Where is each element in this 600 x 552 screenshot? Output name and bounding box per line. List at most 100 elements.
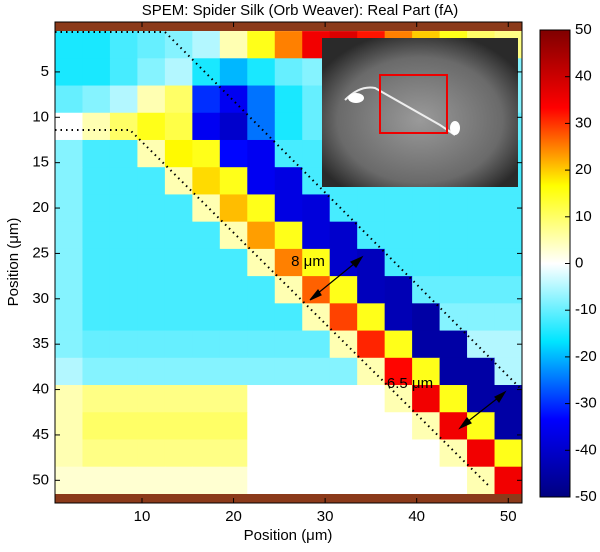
heatmap-cell [274, 31, 303, 59]
dotted-guides [55, 31, 523, 488]
heatmap-cell [109, 357, 138, 386]
heatmap-cell [192, 412, 221, 440]
heatmap-cell [164, 303, 193, 332]
heatmap-cell [302, 357, 331, 386]
heatmap-cell [274, 221, 303, 250]
heatmap-cell [109, 85, 138, 114]
heatmap-cell [164, 139, 193, 168]
heatmap-cell [467, 248, 496, 277]
heatmap-cell [274, 412, 303, 440]
heatmap-cell [164, 466, 193, 495]
heatmap-cell [82, 221, 111, 250]
heatmap-cell [55, 412, 83, 440]
heatmap-cell [274, 276, 303, 304]
heatmap-cell [109, 167, 138, 195]
heatmap-cell [164, 330, 193, 359]
heatmap-cell [192, 357, 221, 386]
heatmap-cell [219, 385, 248, 413]
heatmap-cell [274, 330, 303, 359]
heatmap-cell [439, 248, 468, 277]
heatmap-cell [384, 385, 413, 413]
heatmap-cell [164, 439, 193, 468]
colorbar-tick-label: 10 [575, 208, 592, 225]
heatmap-cell [494, 221, 522, 250]
y-tick-label: 50 [32, 471, 49, 488]
y-tick-label: 20 [32, 199, 49, 216]
heatmap-cell [219, 248, 248, 277]
heatmap-cell [274, 139, 303, 168]
heatmap-cell [82, 412, 111, 440]
heatmap-cell [384, 303, 413, 332]
x-axis-label: Position (μm) [244, 527, 333, 544]
heatmap-cell [109, 276, 138, 304]
heatmap-cell [219, 466, 248, 495]
bottom-band [55, 494, 522, 503]
heatmap-cell [439, 276, 468, 304]
heatmap-cell [439, 221, 468, 250]
y-tick-label: 5 [41, 63, 49, 80]
heatmap-cell [439, 466, 468, 495]
heatmap-cell [302, 276, 331, 304]
heatmap-cell [467, 412, 496, 440]
x-tick-label: 10 [134, 508, 151, 525]
heatmap-cell [109, 248, 138, 277]
heatmap-cell [247, 248, 276, 277]
heatmap-cell [137, 276, 166, 304]
heatmap-cell [274, 303, 303, 332]
heatmap-cell [109, 139, 138, 168]
heatmap-cell [247, 357, 276, 386]
heatmap-cell [247, 466, 276, 495]
heatmap-cell [164, 357, 193, 386]
heatmap-cell [164, 167, 193, 195]
y-tick-label: 30 [32, 290, 49, 307]
heatmap-cell [467, 330, 496, 359]
heatmap-cell [274, 439, 303, 468]
heatmap-cell [137, 439, 166, 468]
heatmap-cell [137, 167, 166, 195]
heatmap-cell [274, 248, 303, 277]
heatmap-cell [274, 385, 303, 413]
heatmap-cell [219, 303, 248, 332]
heatmap-cell [219, 412, 248, 440]
x-tick-label: 30 [317, 508, 334, 525]
heatmap-cell [412, 357, 441, 386]
heatmap-cell [274, 357, 303, 386]
heatmap-cell [302, 466, 331, 495]
heatmap-cell [109, 194, 138, 223]
heatmap-cell [164, 194, 193, 223]
heatmap-cell [82, 248, 111, 277]
x-tick-label: 40 [408, 508, 425, 525]
heatmap-cell [82, 194, 111, 223]
colorbar-tick-label: -30 [575, 395, 597, 412]
heatmap-cell [412, 412, 441, 440]
heatmap-cell [302, 221, 331, 250]
heatmap-cell [137, 330, 166, 359]
heatmap-cell [137, 357, 166, 386]
heatmap-cell [274, 194, 303, 223]
heatmap-cell [247, 439, 276, 468]
heatmap-cell [412, 439, 441, 468]
heatmap-cell [494, 303, 522, 332]
heatmap-cell [329, 412, 358, 440]
heatmap-cell [357, 330, 386, 359]
heatmap-cell [109, 439, 138, 468]
heatmap-cell [494, 439, 522, 468]
heatmap-cell [302, 248, 331, 277]
heatmap-cell [494, 357, 522, 386]
heatmap-cell [82, 439, 111, 468]
heatmap-cell [247, 167, 276, 195]
heatmap-cell [247, 31, 276, 59]
heatmap-cell [137, 112, 166, 141]
heatmap-cell [467, 194, 496, 223]
colorbar-tick-label: -50 [575, 488, 597, 505]
heatmap-cell [412, 385, 441, 413]
heatmap-cell [219, 439, 248, 468]
heatmap-cell [137, 385, 166, 413]
heatmap-cell [192, 303, 221, 332]
heatmap-cell [357, 412, 386, 440]
heatmap-cell [439, 194, 468, 223]
heatmap-cell [247, 221, 276, 250]
heatmap-cell [274, 58, 303, 87]
colorbar-tick-label: 0 [575, 254, 583, 271]
inset-photo [322, 38, 518, 187]
